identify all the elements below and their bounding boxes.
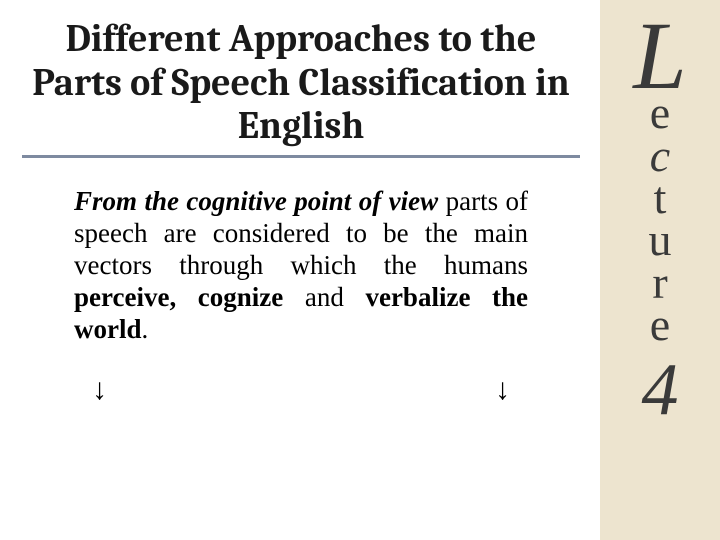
sidebar-letter-u: u xyxy=(649,219,672,261)
lead-phrase: From the cognitive point of view xyxy=(74,186,438,216)
arrow-down-right-icon: ↓ xyxy=(495,373,510,407)
arrow-down-left-icon: ↓ xyxy=(92,373,107,407)
sidebar-letter-r: r xyxy=(652,262,667,304)
main-content: Different Approaches to the Parts of Spe… xyxy=(0,0,600,540)
title-underline xyxy=(22,155,580,158)
arrow-row: ↓ ↓ xyxy=(22,345,580,407)
sidebar-letter-e2: e xyxy=(650,304,670,346)
bold-triplet: perceive, cognize xyxy=(74,282,283,312)
lecture-sidebar: L e c t u r e 4 xyxy=(600,0,720,540)
sidebar-letter-t: t xyxy=(654,177,667,219)
slide-title: Different Approaches to the Parts of Spe… xyxy=(22,18,580,149)
body-mid-2: and xyxy=(283,282,365,312)
period: . xyxy=(142,314,149,344)
sidebar-letter-e: e xyxy=(650,92,670,134)
sidebar-letter-c: c xyxy=(650,135,670,177)
slide-root: Different Approaches to the Parts of Spe… xyxy=(0,0,720,540)
sidebar-number: 4 xyxy=(642,356,679,424)
body-paragraph: From the cognitive point of view parts o… xyxy=(22,186,580,345)
